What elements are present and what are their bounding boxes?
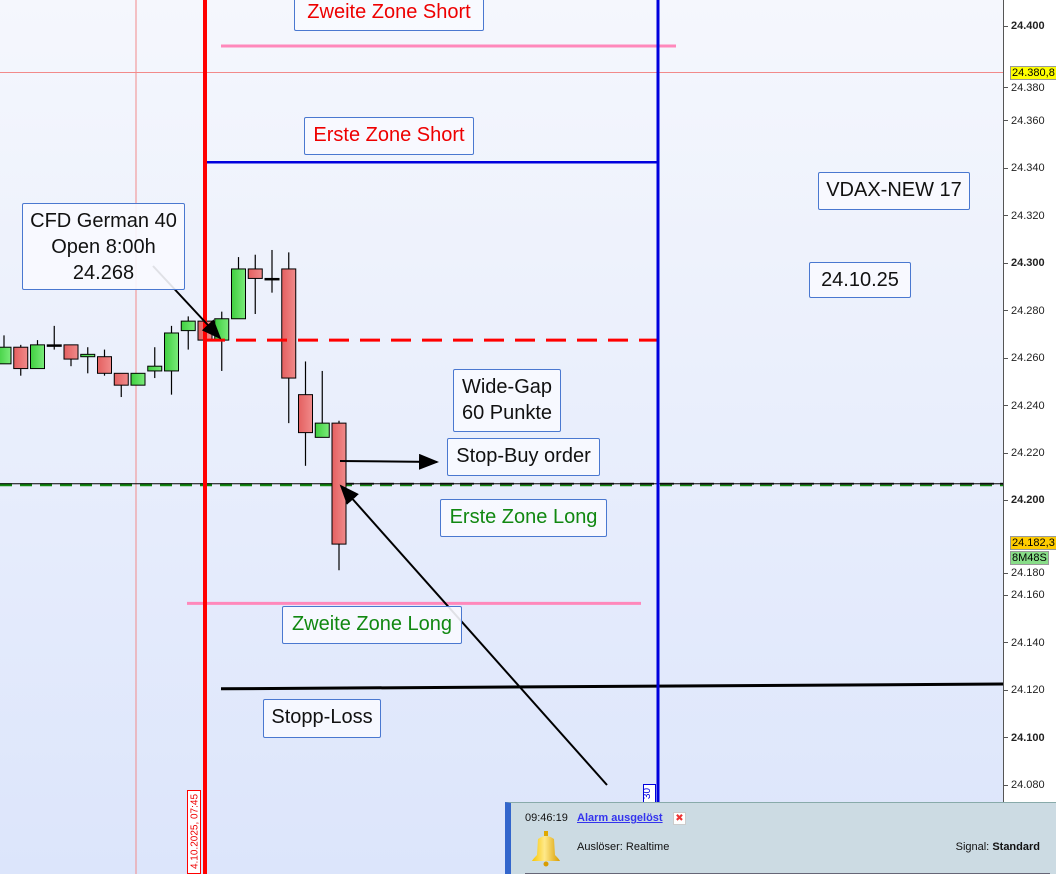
vdax-text: VDAX-NEW 17 [826, 179, 962, 201]
y-tick-label: 24.320 [1004, 210, 1045, 222]
candle-body [298, 394, 313, 434]
candle-body [231, 268, 246, 320]
alarm-notification[interactable]: 09:46:19 Alarm ausgelöst ✖ Auslöser: Rea… [505, 802, 1056, 874]
zweite-zone-short-label[interactable]: Zweite Zone Short [294, 0, 484, 31]
cfd-open-label[interactable]: CFD German 40 Open 8:00h 24.268 [22, 203, 185, 290]
candle-body [331, 422, 347, 545]
candle-body [113, 372, 129, 386]
y-tick-label: 24.240 [1004, 400, 1045, 412]
candle-body [97, 356, 112, 374]
candle-body [247, 268, 263, 279]
candle-body [147, 365, 163, 372]
candle-body [80, 353, 96, 358]
crosshair-price-label: 24.380,8 [1010, 65, 1056, 80]
last-price-label: 24.182,3 [1010, 536, 1056, 551]
zweite-zone-long-label[interactable]: Zweite Zone Long [282, 606, 462, 644]
candle [0, 335, 12, 365]
candle-body [164, 332, 179, 372]
y-tick-label: 24.300 [1004, 257, 1045, 269]
y-tick-label: 24.140 [1004, 637, 1045, 649]
stopp-loss-label[interactable]: Stopp-Loss [263, 699, 381, 738]
candle [147, 347, 163, 379]
alarm-title-link[interactable]: Alarm ausgelöst [577, 812, 663, 824]
blue-line-time-label: 30 [643, 784, 656, 804]
y-tick-label: 24.340 [1004, 162, 1045, 174]
chart-area[interactable]: Zweite Zone Short Erste Zone Short CFD G… [0, 0, 1003, 874]
y-tick-label: 24.220 [1004, 447, 1045, 459]
candle [63, 344, 79, 367]
candle [281, 252, 297, 424]
candle-body [63, 344, 79, 360]
close-icon[interactable]: ✖ [673, 812, 686, 825]
candle-body [264, 277, 280, 281]
y-tick-label: 24.180 [1004, 567, 1045, 579]
candle-body [13, 346, 29, 370]
candle [113, 372, 129, 398]
bell-icon [532, 831, 560, 867]
candle-body [46, 344, 62, 347]
y-tick-label: 24.160 [1004, 589, 1045, 601]
candle [298, 361, 313, 466]
erste-zone-long-label[interactable]: Erste Zone Long [440, 499, 607, 537]
candle-body [0, 346, 12, 365]
y-tick-label: 24.080 [1004, 779, 1045, 791]
stop-buy-label[interactable]: Stop-Buy order [447, 438, 600, 476]
cfd-open-time: Open 8:00h [51, 236, 156, 258]
cfd-name: CFD German 40 [30, 210, 177, 232]
candle-countdown-label: 8M48S [1010, 551, 1049, 566]
y-tick-label: 24.260 [1004, 352, 1045, 364]
candle [314, 370, 330, 438]
stopp-loss-text: Stopp-Loss [271, 706, 373, 728]
erste-zone-short-label[interactable]: Erste Zone Short [304, 117, 474, 155]
candle [164, 325, 179, 395]
candle [30, 340, 45, 370]
candle [80, 347, 96, 374]
candle [331, 420, 347, 571]
crosshair-time-label: 4.10.2025, 07:45 [187, 790, 201, 874]
erste-zone-long-text: Erste Zone Long [449, 506, 598, 528]
arrow-stop-buy [339, 453, 439, 470]
y-tick-label: 24.400 [1004, 20, 1045, 32]
wide-gap-text: Wide-Gap [461, 376, 553, 398]
candle-body [314, 422, 330, 438]
stopp-loss-line [220, 682, 1003, 691]
y-tick-label: 24.200 [1004, 494, 1045, 506]
alarm-time: 09:46:19 [525, 812, 568, 824]
candle [13, 344, 29, 376]
candle-body [30, 344, 45, 370]
date-text: 24.10.25 [821, 269, 899, 291]
y-tick-label: 24.360 [1004, 115, 1045, 127]
candle [97, 349, 112, 376]
y-tick-label: 24.120 [1004, 684, 1045, 696]
candle-body [130, 372, 146, 386]
candle [46, 325, 62, 350]
candle-body [214, 318, 230, 341]
date-label[interactable]: 24.10.25 [809, 262, 911, 298]
alarm-trigger: Auslöser: Realtime [577, 841, 670, 853]
candle [264, 249, 280, 293]
chart-canvas[interactable] [0, 0, 1003, 874]
erste-zone-short-text: Erste Zone Short [313, 124, 465, 146]
y-tick-label: 24.100 [1004, 732, 1045, 744]
vdax-label[interactable]: VDAX-NEW 17 [818, 172, 970, 210]
candle-body [180, 320, 196, 332]
alarm-signal: Signal: Standard [955, 841, 1040, 853]
zweite-zone-short-text: Zweite Zone Short [307, 1, 471, 23]
wide-gap-points: 60 Punkte [461, 402, 553, 424]
arrow-entry [339, 484, 608, 786]
y-tick-label: 24.280 [1004, 305, 1045, 317]
candle [231, 257, 246, 320]
candle [130, 372, 146, 386]
wide-gap-label[interactable]: Wide-Gap 60 Punkte [453, 369, 561, 432]
cfd-open-price: 24.268 [72, 262, 135, 284]
candle [247, 254, 263, 315]
zweite-zone-long-text: Zweite Zone Long [291, 613, 453, 635]
stop-buy-text: Stop-Buy order [456, 445, 591, 467]
candle [180, 316, 196, 350]
price-axis[interactable]: 24.400 24.380 24.360 24.340 24.320 24.300 24.2… [1003, 0, 1056, 874]
y-tick-label: 24.380 [1004, 82, 1045, 94]
candle-body [281, 268, 297, 379]
